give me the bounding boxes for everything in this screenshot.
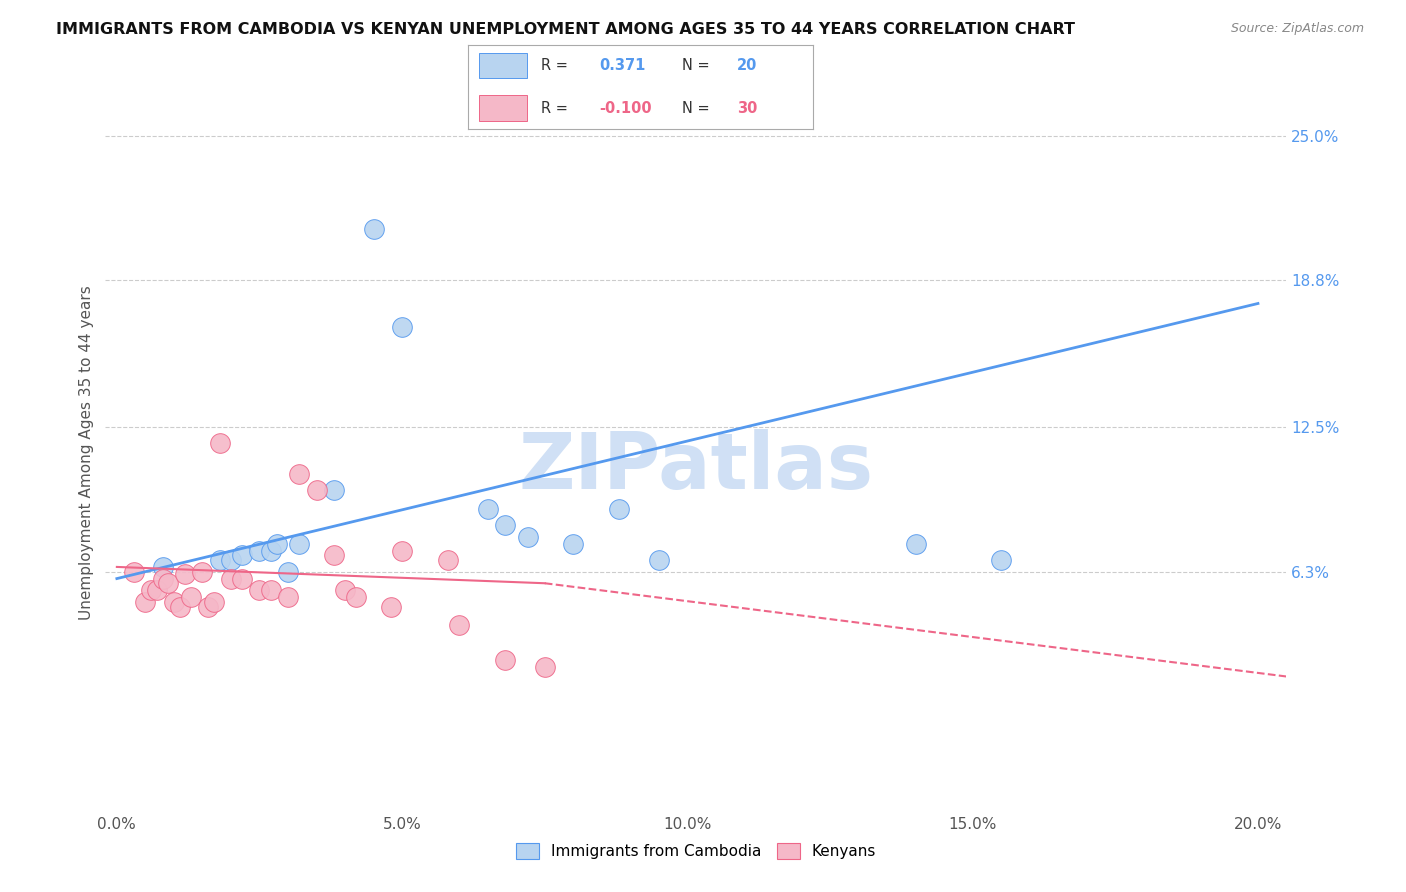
Point (180, 591, 202, 605)
Point (152, 572, 174, 586)
Point (202, 595, 225, 609)
Point (477, 501, 499, 516)
Point (322, 548, 344, 563)
Point (277, 565, 299, 579)
Text: R =: R = (540, 58, 568, 73)
Point (260, 543, 283, 558)
Point (208, 436, 231, 450)
Point (219, 553, 242, 567)
FancyBboxPatch shape (478, 95, 527, 120)
Legend: Immigrants from Cambodia, Kenyans: Immigrants from Cambodia, Kenyans (510, 837, 882, 865)
Point (494, 518, 516, 533)
Point (139, 583, 162, 598)
Point (249, 543, 271, 558)
Point (266, 536, 288, 550)
Point (260, 583, 283, 598)
Point (152, 560, 174, 574)
Point (134, 595, 156, 609)
Point (169, 599, 191, 614)
Point (219, 572, 242, 586)
Point (990, 553, 1012, 567)
Text: -0.100: -0.100 (599, 101, 652, 116)
Point (231, 572, 253, 586)
Text: 20: 20 (737, 58, 758, 73)
Text: N =: N = (682, 58, 710, 73)
Text: IMMIGRANTS FROM CAMBODIA VS KENYAN UNEMPLOYMENT AMONG AGES 35 TO 44 YEARS CORREL: IMMIGRANTS FROM CAMBODIA VS KENYAN UNEMP… (56, 22, 1076, 37)
Point (146, 583, 169, 598)
Y-axis label: Unemployment Among Ages 35 to 44 years: Unemployment Among Ages 35 to 44 years (79, 285, 94, 620)
Point (607, 501, 630, 516)
Point (363, 222, 385, 236)
Point (333, 583, 356, 598)
Point (533, 660, 555, 674)
Point (277, 591, 299, 605)
Point (157, 576, 180, 591)
Point (288, 536, 311, 550)
Point (346, 591, 368, 605)
Point (163, 595, 186, 609)
Point (449, 618, 471, 632)
Text: Source: ZipAtlas.com: Source: ZipAtlas.com (1230, 22, 1364, 36)
Point (174, 566, 197, 581)
Point (562, 536, 585, 550)
Point (391, 319, 413, 334)
Point (288, 467, 311, 481)
Point (249, 583, 271, 598)
Text: ZIPatlas: ZIPatlas (519, 429, 873, 505)
Text: 30: 30 (737, 101, 758, 116)
Point (305, 483, 328, 497)
Text: N =: N = (682, 101, 710, 116)
Point (322, 483, 344, 497)
Point (380, 599, 402, 614)
Point (391, 543, 413, 558)
Point (231, 548, 253, 563)
Point (516, 530, 538, 544)
Point (494, 653, 516, 667)
Point (197, 599, 219, 614)
Point (648, 553, 671, 567)
Point (208, 553, 231, 567)
Point (191, 565, 214, 579)
Point (904, 536, 927, 550)
FancyBboxPatch shape (478, 54, 527, 78)
Point (436, 553, 458, 567)
Text: 0.371: 0.371 (599, 58, 645, 73)
Text: R =: R = (540, 101, 568, 116)
Point (122, 565, 145, 579)
